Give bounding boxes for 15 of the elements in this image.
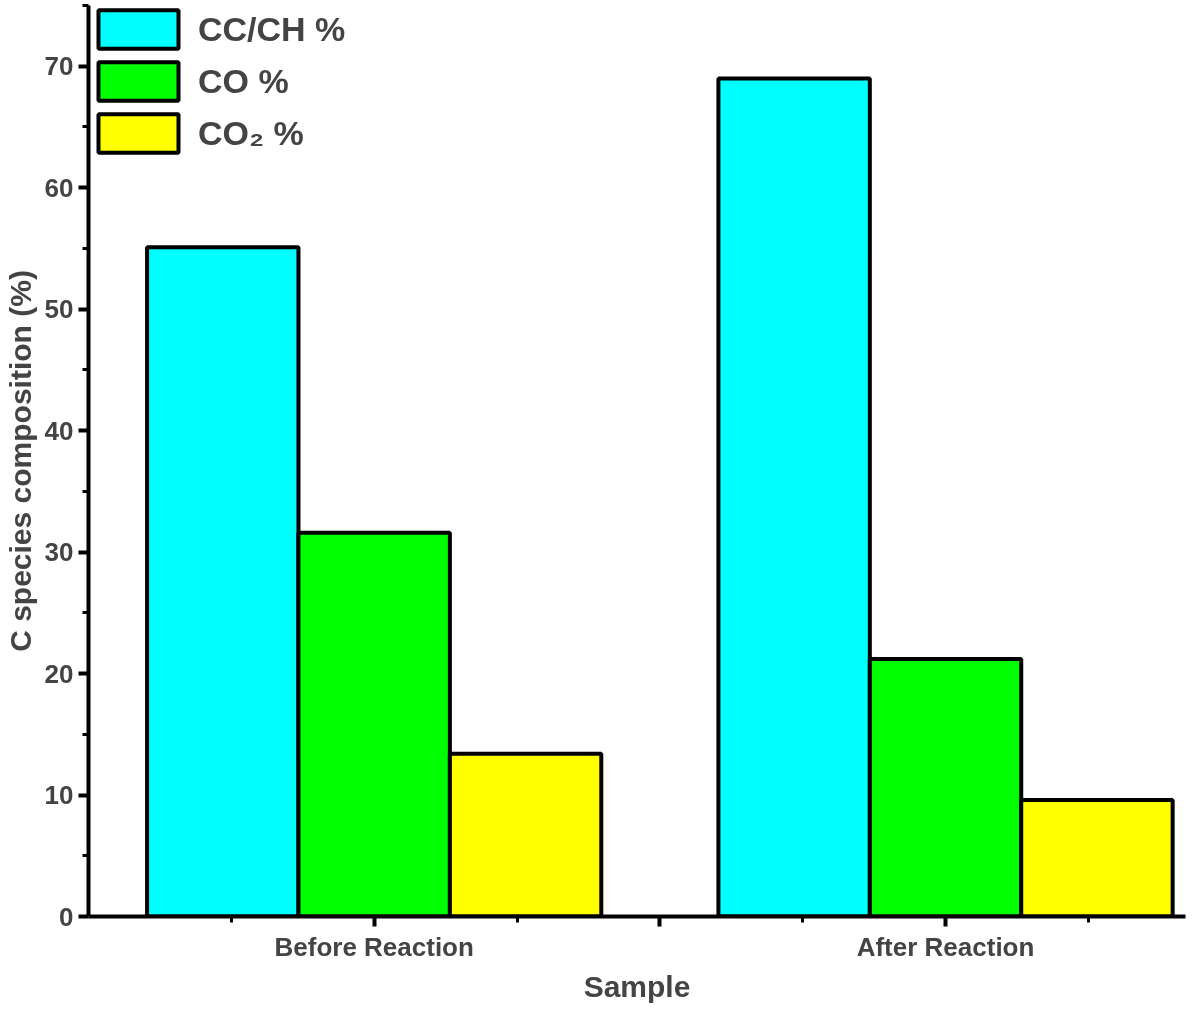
legend-label: CO₂ %: [198, 113, 304, 153]
y-tick-label: 50: [44, 294, 74, 325]
y-tick-label: 20: [44, 658, 74, 689]
x-axis-title: Sample: [583, 969, 691, 1003]
y-tick-label: 60: [44, 172, 74, 203]
legend-label: CC/CH %: [198, 9, 346, 49]
legend-label: CO %: [198, 61, 289, 101]
y-tick-label: 10: [44, 780, 74, 811]
y-tick-label: 40: [44, 415, 74, 446]
y-tick-label: 0: [59, 901, 74, 932]
y-tick-label: 70: [44, 51, 74, 82]
x-tick-label: Before Reaction: [274, 931, 474, 962]
y-axis-title: C species composition (%): [3, 270, 37, 652]
y-tick-label: 30: [44, 537, 74, 568]
x-tick-label: After Reaction: [856, 931, 1035, 962]
